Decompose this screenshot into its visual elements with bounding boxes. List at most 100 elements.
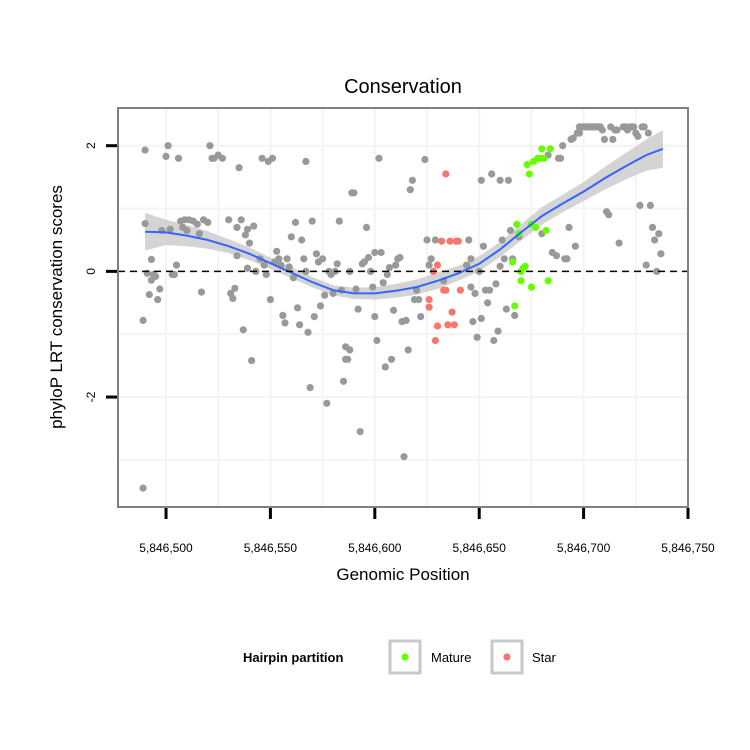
point-other: [312, 250, 320, 258]
point-other: [145, 291, 153, 299]
point-other: [364, 253, 373, 262]
point-other: [375, 154, 383, 162]
point-other: [289, 274, 297, 282]
point-other: [651, 236, 659, 244]
point-other: [653, 267, 661, 275]
point-other: [291, 218, 300, 226]
point-other: [387, 355, 396, 363]
point-other: [657, 250, 665, 258]
point-other: [646, 201, 655, 209]
point-other: [233, 223, 241, 231]
point-other: [287, 233, 295, 241]
point-other: [415, 296, 423, 304]
point-other: [502, 305, 510, 313]
x-tick-label: 5,846,650: [453, 541, 507, 555]
point-other: [571, 242, 579, 250]
point-other: [598, 126, 607, 134]
point-other: [648, 223, 657, 231]
point-other: [239, 326, 247, 334]
legend: Hairpin partition Mature Star: [243, 639, 557, 675]
point-other: [235, 164, 243, 172]
point-other: [316, 302, 325, 310]
point-other: [559, 142, 567, 150]
point-other: [373, 336, 381, 345]
point-other: [477, 314, 485, 323]
point-other: [306, 384, 314, 392]
point-other: [323, 399, 331, 407]
point-other: [431, 236, 439, 244]
point-other: [229, 294, 237, 302]
point-other: [488, 170, 496, 178]
legend-label-star: Star: [532, 650, 557, 665]
point-other: [492, 280, 500, 288]
point-other: [390, 306, 398, 314]
point-mature: [532, 223, 540, 231]
point-other: [490, 336, 498, 345]
point-other: [283, 255, 291, 263]
point-other: [471, 289, 479, 297]
point-other: [404, 346, 412, 354]
point-other: [400, 453, 408, 461]
point-other: [498, 236, 506, 244]
x-tick-label: 5,846,550: [244, 541, 298, 555]
point-other: [139, 484, 147, 492]
point-other: [294, 304, 302, 312]
point-other: [396, 253, 404, 262]
point-other: [339, 377, 348, 385]
point-other: [166, 225, 174, 233]
point-other: [630, 123, 638, 131]
point-other: [371, 248, 379, 257]
point-mature: [542, 226, 550, 235]
point-star: [448, 308, 456, 316]
point-other: [231, 284, 239, 292]
point-other: [241, 231, 249, 239]
point-other: [463, 261, 471, 269]
point-other: [479, 242, 487, 250]
point-other: [506, 226, 515, 235]
point-other: [496, 176, 504, 184]
point-other: [156, 285, 164, 293]
point-other: [425, 261, 433, 269]
point-other: [655, 230, 663, 238]
points-other: [139, 123, 665, 492]
x-axis-title: Genomic Position: [336, 565, 469, 584]
point-mature: [525, 170, 533, 178]
point-other: [511, 311, 519, 319]
point-other: [262, 270, 270, 279]
point-other: [423, 236, 431, 244]
point-mature: [508, 258, 517, 266]
point-other: [494, 327, 502, 335]
x-tick-label: 5,846,500: [139, 541, 193, 555]
point-other: [243, 225, 252, 233]
point-other: [565, 223, 573, 231]
point-other: [362, 223, 371, 231]
point-other: [600, 135, 609, 143]
point-other: [381, 363, 389, 371]
point-other: [613, 126, 621, 134]
point-star: [425, 296, 433, 304]
point-other: [296, 321, 304, 329]
point-other: [427, 255, 435, 263]
point-other: [467, 255, 475, 263]
point-mature: [517, 277, 525, 285]
point-other: [308, 217, 316, 225]
point-star: [450, 321, 458, 329]
point-other: [206, 142, 214, 150]
plot-panel: [117, 107, 689, 508]
point-other: [329, 289, 337, 297]
point-other: [335, 217, 343, 225]
point-other: [139, 316, 147, 324]
point-other: [172, 261, 181, 269]
point-other: [319, 255, 327, 263]
point-other: [408, 176, 416, 184]
panel-border: [117, 107, 689, 508]
point-other: [605, 211, 613, 219]
point-mature: [513, 220, 521, 228]
point-other: [385, 264, 393, 272]
point-other: [233, 252, 241, 260]
point-star: [431, 336, 439, 345]
point-other: [174, 154, 183, 162]
point-star: [433, 322, 442, 330]
point-other: [275, 255, 283, 263]
